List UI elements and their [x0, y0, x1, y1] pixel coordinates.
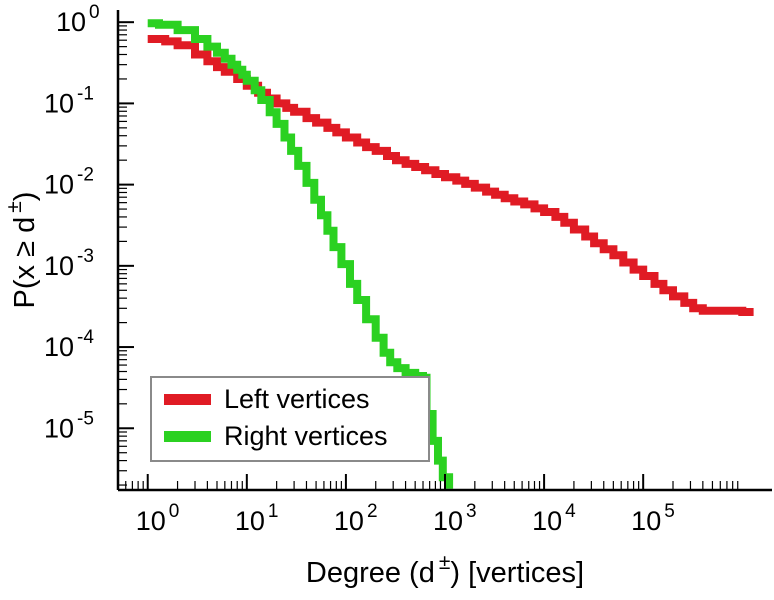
right-vertices-series [147, 19, 454, 489]
legend-swatch-right-vertices [164, 431, 211, 443]
y-axis-title: P(x ≥ d±) [3, 192, 41, 309]
tick-label: 10 -2 [44, 165, 94, 200]
tick-label: 10 5 [631, 501, 675, 536]
legend-label-left-vertices: Left vertices [224, 384, 370, 414]
tick-label: 10 3 [433, 501, 477, 536]
tick-label: 10 -1 [44, 83, 94, 118]
tick-label: 10 1 [235, 501, 279, 536]
tick-label: 10 -5 [44, 408, 94, 443]
legend-swatch-left-vertices [164, 394, 211, 406]
tick-label: 10 4 [532, 501, 576, 536]
tick-label: 10 0 [56, 2, 100, 37]
x-axis-title: Degree (d ±) [vertices] [306, 551, 584, 589]
legend-item-left-vertices: Left vertices [164, 384, 388, 415]
tick-label: 10 0 [136, 501, 180, 536]
tick-label: 10 -3 [44, 246, 94, 281]
legend-label-right-vertices: Right vertices [224, 420, 388, 451]
tick-label: 10 2 [334, 501, 378, 536]
tick-label: 10 -4 [44, 327, 94, 362]
legend-item-right-vertices: Right vertices [164, 420, 388, 452]
legend: Left vertices Right vertices [150, 376, 430, 463]
left-vertices-series [147, 35, 754, 316]
